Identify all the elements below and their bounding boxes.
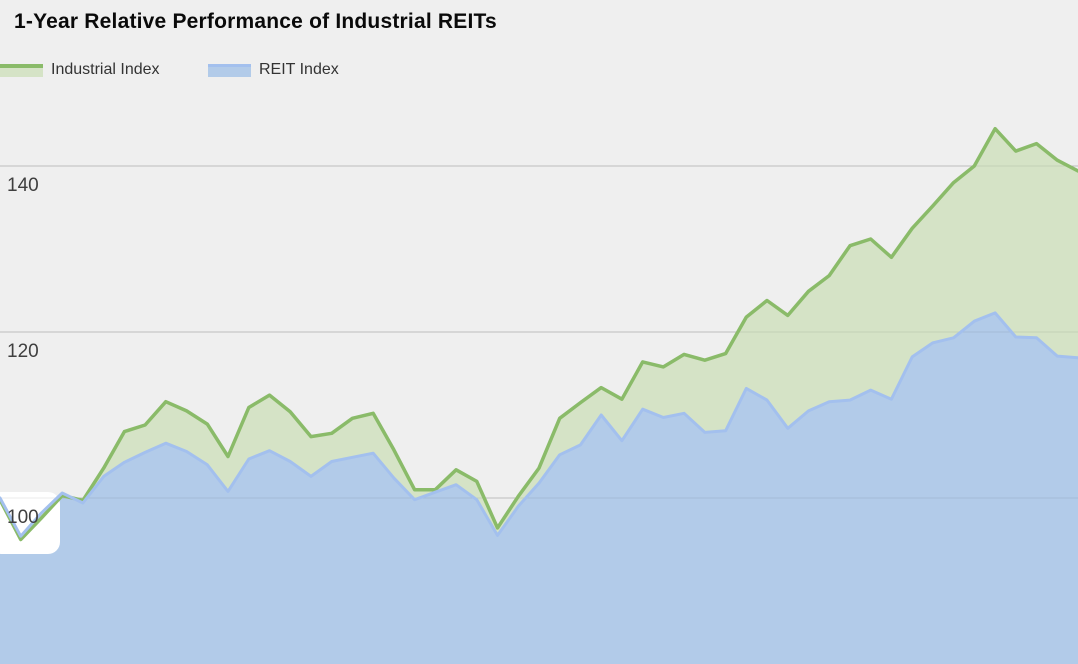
reit-area-fill [0, 312, 1078, 664]
reit-line [0, 311, 1078, 538]
green-area-swatch-icon [0, 63, 43, 77]
legend-item-industrial: Industrial Index [0, 61, 160, 79]
y-tick-label-140: 140 [7, 175, 39, 196]
legend-label-reit: REIT Index [259, 61, 339, 78]
chart-title: 1-Year Relative Performance of Industria… [14, 10, 497, 33]
y-tick-label-120: 120 [7, 341, 39, 362]
legend-item-reit: REIT Index [208, 61, 339, 79]
legend-label-industrial: Industrial Index [51, 61, 160, 78]
legend: Industrial Index REIT Index [0, 61, 1078, 79]
blue-area-swatch-icon [208, 63, 251, 77]
industrial-line [0, 126, 1078, 542]
y-tick-label-100: 100 [7, 507, 39, 528]
